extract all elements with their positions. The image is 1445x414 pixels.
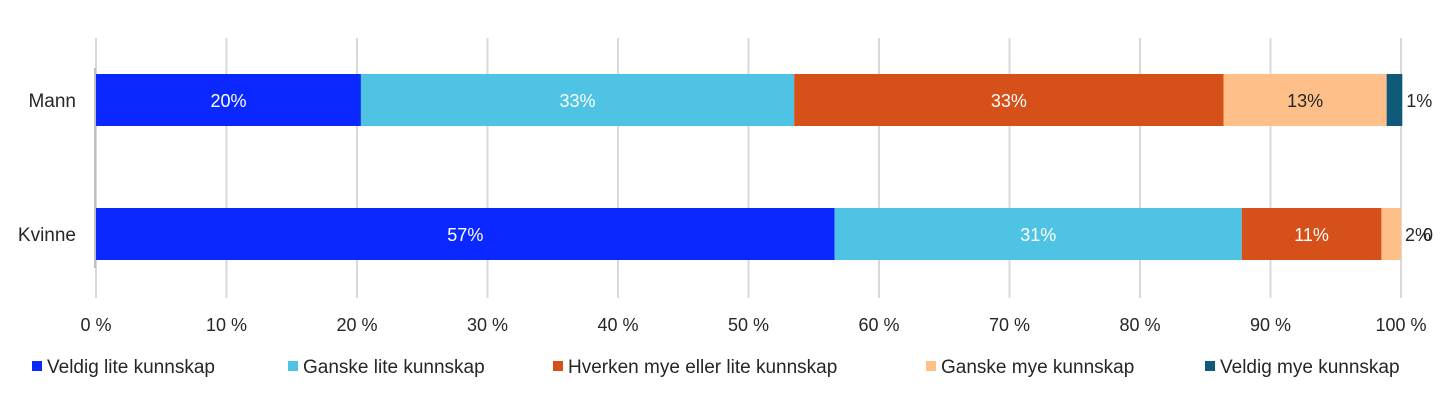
x-tick-label: 60 % — [858, 315, 899, 335]
legend-swatch — [1205, 361, 1215, 371]
x-tick-label: 50 % — [728, 315, 769, 335]
bar-segment — [1223, 74, 1387, 126]
legend-label: Veldig lite kunnskap — [47, 357, 215, 378]
legend-swatch — [288, 361, 298, 371]
legend-label: Veldig mye kunnskap — [1220, 357, 1400, 378]
x-tick-label: 0 % — [80, 315, 111, 335]
x-tick-label: 90 % — [1250, 315, 1291, 335]
legend-swatch — [32, 361, 42, 371]
x-tick-label: 100 % — [1375, 315, 1426, 335]
data-label: 20% — [210, 91, 246, 111]
data-label: 13% — [1287, 91, 1323, 111]
x-tick-label: 80 % — [1119, 315, 1160, 335]
category-label: Kvinne — [18, 225, 76, 246]
data-label: 2% — [1405, 225, 1431, 245]
bar-segment — [96, 74, 361, 126]
category-label: Mann — [28, 91, 76, 112]
category-labels: Mann Kvinne — [18, 91, 76, 246]
data-label: 57% — [447, 225, 483, 245]
data-label: 1% — [1406, 91, 1432, 111]
bar-segment — [1381, 208, 1401, 260]
x-tick-label: 40 % — [597, 315, 638, 335]
legend-swatch — [926, 361, 936, 371]
x-tick-label: 10 % — [206, 315, 247, 335]
legend-label: Hverken mye eller lite kunnskap — [568, 357, 837, 378]
legend-label: Ganske lite kunnskap — [303, 357, 485, 378]
data-label: 33% — [991, 91, 1027, 111]
x-tick-label: 30 % — [467, 315, 508, 335]
bars: 20% 33% 33% 13% 1% 57% 31% 11% 2%0 — [96, 74, 1433, 260]
data-label: 31% — [1020, 225, 1056, 245]
x-axis-ticks: 0 % 10 % 20 % 30 % 40 % 50 % 60 % 70 % 80 % 90 % 1… — [80, 315, 1426, 335]
data-label: 11% — [1294, 225, 1329, 245]
legend-swatch — [553, 361, 563, 371]
data-label: 33% — [560, 91, 596, 111]
bar-segment — [96, 208, 835, 260]
x-tick-label: 20 % — [336, 315, 377, 335]
x-tick-label: 70 % — [989, 315, 1030, 335]
legend-label: Ganske mye kunnskap — [941, 357, 1134, 378]
bar-segment — [834, 208, 1242, 260]
bar-segment — [1241, 208, 1382, 260]
bar-segment — [360, 74, 795, 126]
bar-segment — [1386, 74, 1403, 126]
legend: Veldig lite kunnskap Ganske lite kunnskap… — [32, 357, 1400, 378]
bar-segment — [794, 74, 1224, 126]
data-label: 0 — [1423, 225, 1433, 245]
